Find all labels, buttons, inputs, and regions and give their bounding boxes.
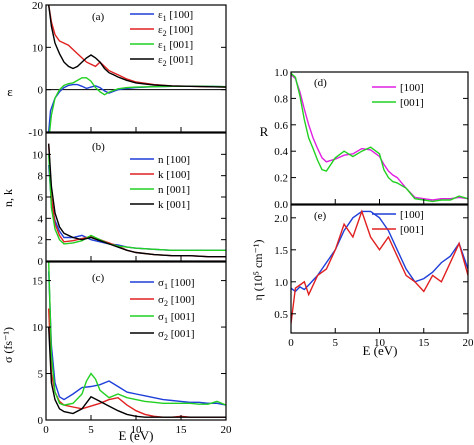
ylabel-panel-e: η (10⁵ cm⁻¹) (251, 239, 265, 300)
panel-a: -10 0 10 20 (a) ε1 [100]ε2 [100]ε1 [001]ε2 [0… (28, 0, 227, 139)
series-line-3 (48, 5, 226, 88)
y-tick-label: 10 (32, 42, 44, 54)
legend-label: σ2 [001] (158, 328, 195, 342)
legend-label: [100] (400, 209, 424, 221)
y-tick-label: 5 (38, 369, 44, 381)
x-tick-label: 20 (463, 337, 474, 349)
series-line-3 (48, 143, 226, 258)
y-tick-label: 10 (32, 322, 44, 334)
series-line-0 (291, 74, 468, 201)
legend-label: [001] (400, 97, 424, 109)
x-tick-label: 0 (43, 424, 49, 436)
x-tick-label: 15 (176, 424, 188, 436)
x-tick-label: 15 (418, 337, 430, 349)
y-tick-label: 0 (38, 415, 44, 427)
y-tick-label: 1.0 (274, 277, 288, 289)
series-line-0 (48, 83, 226, 132)
y-tick-label: 20 (32, 0, 44, 12)
panel-label: (b) (92, 141, 105, 153)
legend-label: n [001] (158, 184, 190, 196)
legend-label: [001] (400, 224, 424, 236)
y-tick-label: 1.0 (274, 67, 288, 79)
y-tick-label: 1.5 (274, 245, 288, 257)
series-line-1 (291, 72, 468, 203)
x-tick-label: 0 (288, 337, 294, 349)
legend-label: [100] (400, 82, 424, 94)
xlabel-left: E (eV) (118, 428, 153, 443)
y-tick-label: 0.5 (274, 309, 288, 321)
ylabel-panel-b: n, k (1, 189, 15, 207)
ylabel-panel-a: ε (7, 84, 13, 99)
y-tick-label: 0.4 (274, 146, 288, 158)
panel-b: 0 2 4 6 8 10 (b) n [100] k [100] n [001] k [001] (32, 132, 227, 268)
legend-label: ε2 [100] (158, 24, 193, 38)
series-line-2 (48, 262, 226, 406)
y-tick-label: 0 (38, 85, 44, 97)
panel-e: 0.5 1.0 1.5 2.0 0 5 10 15 20 (e) [100] [001] (274, 204, 474, 349)
y-tick-label: 0.0 (274, 199, 288, 211)
series-line-1 (48, 143, 226, 258)
plot-frame (45, 132, 227, 262)
plot-frame (290, 71, 469, 205)
legend-label: n [100] (158, 154, 190, 166)
series-line-0 (291, 210, 468, 293)
series-line-1 (291, 209, 468, 324)
x-tick-label: 5 (88, 424, 94, 436)
y-tick-label: -10 (28, 127, 43, 139)
panel-label: (c) (92, 272, 105, 284)
ylabel-panel-c: σ (fs⁻¹) (1, 327, 15, 363)
legend-label: σ1 [100] (158, 277, 195, 291)
y-tick-label: 10 (32, 149, 44, 161)
series-line-2 (48, 154, 226, 251)
panel-label: (e) (314, 210, 327, 222)
y-tick-label: 6 (38, 192, 44, 204)
legend-label: σ1 [001] (158, 311, 195, 325)
y-tick-label: 15 (32, 276, 44, 288)
y-tick-label: 2 (38, 235, 44, 247)
legend-label: ε1 [100] (158, 9, 193, 23)
y-tick-label: 4 (38, 213, 44, 225)
xlabel-right: E (eV) (362, 343, 397, 358)
y-tick-label: 0.6 (274, 120, 288, 132)
series-line-3 (48, 327, 226, 418)
series-line-2 (48, 77, 226, 132)
panel-label: (d) (314, 77, 327, 89)
y-tick-label: 2.0 (274, 213, 288, 225)
panel-d: 0.0 0.2 0.4 0.6 0.8 1.0 (d) [100] [001] (274, 67, 469, 211)
panel-label: (a) (92, 11, 105, 23)
y-tick-label: 0.8 (274, 93, 288, 105)
y-tick-label: 0 (38, 256, 44, 268)
y-tick-label: 8 (38, 171, 44, 183)
ylabel-panel-d: R (260, 124, 269, 139)
legend-label: ε2 [001] (158, 54, 193, 68)
legend-label: σ2 [100] (158, 294, 195, 308)
panel-c: 0 5 10 15 0 5 10 15 20 (c) σ1 [100] σ2 [100] σ1 [001… (32, 261, 233, 436)
legend-label: k [100] (158, 169, 190, 181)
plot-frame (290, 204, 469, 334)
x-tick-label: 5 (333, 337, 339, 349)
plot-frame (45, 261, 227, 421)
series-line-1 (48, 5, 226, 88)
y-tick-label: 0.2 (274, 173, 288, 185)
legend-label: ε1 [001] (158, 39, 193, 53)
x-tick-label: 10 (131, 424, 143, 436)
x-tick-label: 10 (374, 337, 386, 349)
x-tick-label: 20 (221, 424, 233, 436)
series-line-0 (48, 271, 226, 406)
legend-label: k [001] (158, 199, 190, 211)
